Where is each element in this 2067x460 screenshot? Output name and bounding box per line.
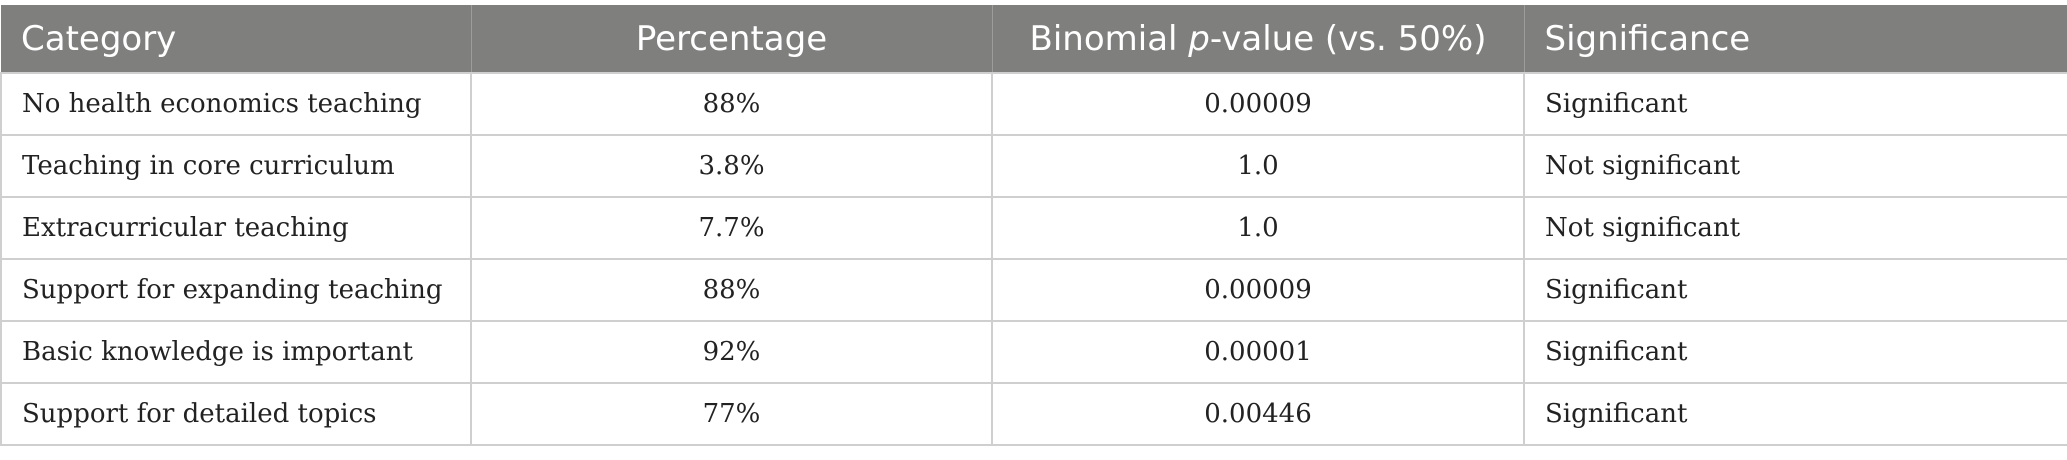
cell-category: Extracurricular teaching	[0, 196, 472, 259]
table-row: Basic knowledge is important 92% 0.00001…	[0, 320, 2067, 383]
cell-percentage: 88%	[470, 72, 993, 135]
table-body: No health economics teaching 88% 0.00009…	[0, 72, 2067, 446]
table-header: Category Percentage Binomial p-value (vs…	[1, 5, 2067, 73]
results-table: Category Percentage Binomial p-value (vs…	[0, 5, 2067, 446]
cell-percentage: 3.8%	[470, 134, 993, 197]
cell-category: No health economics teaching	[0, 72, 472, 135]
header-p-value-suffix: -value (vs. 50%)	[1209, 18, 1487, 59]
table-row: Support for expanding teaching 88% 0.000…	[0, 258, 2067, 321]
cell-significance: Significant	[1523, 72, 2067, 135]
cell-significance: Significant	[1523, 320, 2067, 383]
cell-percentage: 77%	[470, 382, 993, 446]
cell-percentage: 7.7%	[470, 196, 993, 259]
cell-p-value: 0.00446	[991, 382, 1525, 446]
header-p-value-italic: p	[1188, 18, 1210, 59]
cell-p-value: 0.00001	[991, 320, 1525, 383]
cell-p-value: 1.0	[991, 196, 1525, 259]
header-percentage: Percentage	[471, 5, 993, 73]
header-p-value: Binomial p-value (vs. 50%)	[992, 5, 1525, 73]
cell-p-value: 0.00009	[991, 258, 1525, 321]
header-category: Category	[1, 5, 472, 73]
cell-category: Support for expanding teaching	[0, 258, 472, 321]
cell-percentage: 92%	[470, 320, 993, 383]
table-row: No health economics teaching 88% 0.00009…	[0, 72, 2067, 135]
header-significance: Significance	[1524, 5, 2067, 73]
cell-p-value: 1.0	[991, 134, 1525, 197]
cell-percentage: 88%	[470, 258, 993, 321]
cell-significance: Significant	[1523, 382, 2067, 446]
header-p-value-prefix: Binomial	[1029, 18, 1189, 59]
table-row: Extracurricular teaching 7.7% 1.0 Not si…	[0, 196, 2067, 259]
table-row: Support for detailed topics 77% 0.00446 …	[0, 382, 2067, 446]
cell-category: Basic knowledge is important	[0, 320, 472, 383]
cell-significance: Significant	[1523, 258, 2067, 321]
results-table-container: Category Percentage Binomial p-value (vs…	[0, 5, 2067, 446]
cell-category: Support for detailed topics	[0, 382, 472, 446]
cell-significance: Not significant	[1523, 196, 2067, 259]
cell-p-value: 0.00009	[991, 72, 1525, 135]
table-row: Teaching in core curriculum 3.8% 1.0 Not…	[0, 134, 2067, 197]
cell-significance: Not significant	[1523, 134, 2067, 197]
header-row: Category Percentage Binomial p-value (vs…	[1, 5, 2067, 73]
cell-category: Teaching in core curriculum	[0, 134, 472, 197]
